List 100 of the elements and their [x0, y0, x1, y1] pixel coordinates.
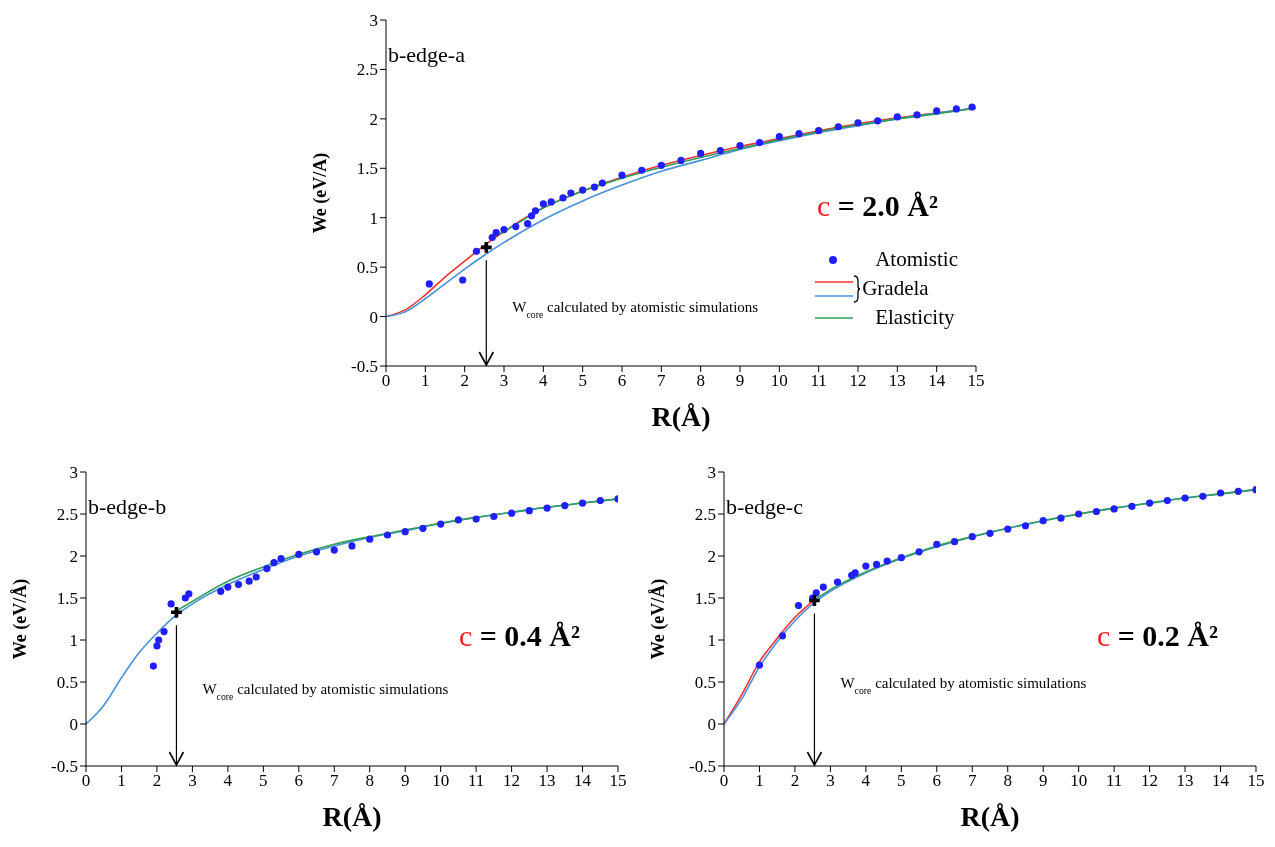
point — [512, 223, 520, 231]
point — [245, 577, 253, 585]
point — [1146, 499, 1154, 507]
point — [185, 590, 193, 598]
annotation: b-edge-c — [726, 494, 803, 519]
point — [883, 557, 891, 565]
point — [1092, 507, 1100, 516]
point — [525, 507, 533, 515]
point — [508, 509, 516, 517]
point — [437, 520, 445, 528]
x-tick-label: 11 — [1105, 771, 1123, 791]
x-tick-label: 8 — [365, 771, 374, 791]
y-tick-label: 2.5 — [56, 505, 78, 525]
legend-label: Gradela — [862, 276, 929, 301]
x-tick-label: 4 — [223, 771, 233, 791]
point — [638, 166, 646, 174]
point — [862, 562, 870, 570]
point — [736, 141, 744, 150]
x-tick-label: 9 — [1038, 771, 1048, 791]
point — [149, 662, 157, 670]
point — [1004, 525, 1012, 533]
x-axis-title: R(Å) — [322, 801, 382, 832]
y-axis-title: We (eV/A) — [310, 152, 332, 234]
point — [224, 583, 232, 591]
point — [795, 130, 803, 138]
point — [454, 516, 462, 524]
x-tick-label: 13 — [1176, 771, 1194, 791]
x-tick-label: 14 — [1212, 771, 1230, 791]
x-tick-label: 10 — [770, 371, 788, 391]
point — [778, 632, 787, 640]
point — [598, 179, 606, 187]
x-tick-label: 12 — [849, 371, 867, 391]
x-tick-label: 7 — [330, 771, 340, 791]
point — [1075, 510, 1083, 518]
point — [657, 161, 665, 169]
x-tick-label: 12 — [1141, 771, 1159, 791]
x-tick-label: 10 — [1070, 771, 1088, 791]
point — [1216, 489, 1225, 497]
point — [913, 111, 921, 119]
point — [492, 228, 500, 237]
point — [500, 225, 508, 234]
point — [968, 103, 976, 111]
x-tick-label: 12 — [503, 771, 521, 791]
x-tick-label: 5 — [578, 371, 587, 391]
y-tick-label: 1 — [69, 631, 78, 651]
x-tick-label: 6 — [932, 771, 942, 791]
point — [531, 207, 540, 215]
point — [539, 200, 547, 208]
x-tick-label: 1 — [755, 771, 764, 791]
point — [1234, 487, 1242, 495]
point — [543, 504, 551, 512]
point — [524, 220, 532, 228]
x-tick-label: 10 — [432, 771, 450, 791]
point — [527, 212, 536, 220]
point — [401, 528, 409, 536]
x-tick-label: 11 — [810, 371, 827, 391]
point — [330, 546, 338, 554]
point — [567, 189, 575, 197]
point — [383, 531, 392, 539]
point — [171, 606, 182, 618]
point — [348, 542, 356, 550]
legend-label: Elasticity — [875, 305, 955, 330]
point — [1181, 494, 1189, 502]
x-tick-label: 13 — [888, 371, 906, 391]
point — [472, 247, 481, 255]
y-tick-label: 0.5 — [56, 673, 78, 693]
point — [472, 515, 480, 523]
y-tick-label: 1.5 — [694, 589, 716, 609]
point — [167, 600, 175, 608]
x-tick-label: 8 — [1003, 771, 1012, 791]
point — [312, 548, 321, 556]
point — [234, 580, 243, 589]
y-tick-label: 2.5 — [694, 505, 716, 525]
point — [986, 529, 994, 537]
point — [950, 538, 959, 546]
point — [775, 133, 783, 141]
annotation: c = 0.2 Å² — [1096, 618, 1218, 652]
point — [578, 499, 587, 507]
y-tick-label: 1.5 — [356, 159, 378, 179]
y-tick-label: 2 — [707, 547, 716, 567]
y-tick-label: 2 — [69, 547, 78, 567]
point — [295, 550, 303, 558]
y-tick-label: 0 — [707, 715, 716, 735]
x-tick-label: 15 — [967, 371, 985, 391]
x-tick-label: 15 — [1247, 771, 1265, 791]
point — [933, 540, 941, 548]
point — [677, 156, 685, 164]
y-tick-label: 1 — [707, 631, 716, 651]
y-axis-title: We (eV/Å) — [648, 578, 670, 660]
point — [915, 548, 923, 556]
point — [618, 171, 626, 179]
y-tick-label: 3 — [707, 463, 716, 483]
point — [874, 117, 882, 125]
point — [933, 107, 941, 115]
y-tick-label: 2.5 — [356, 60, 378, 80]
point — [834, 123, 842, 131]
point — [815, 127, 823, 135]
point — [893, 113, 901, 121]
y-tick-label: 1.5 — [56, 589, 78, 609]
annotation: W$_{core}$ calculated by atomistic simulations — [840, 675, 1087, 696]
